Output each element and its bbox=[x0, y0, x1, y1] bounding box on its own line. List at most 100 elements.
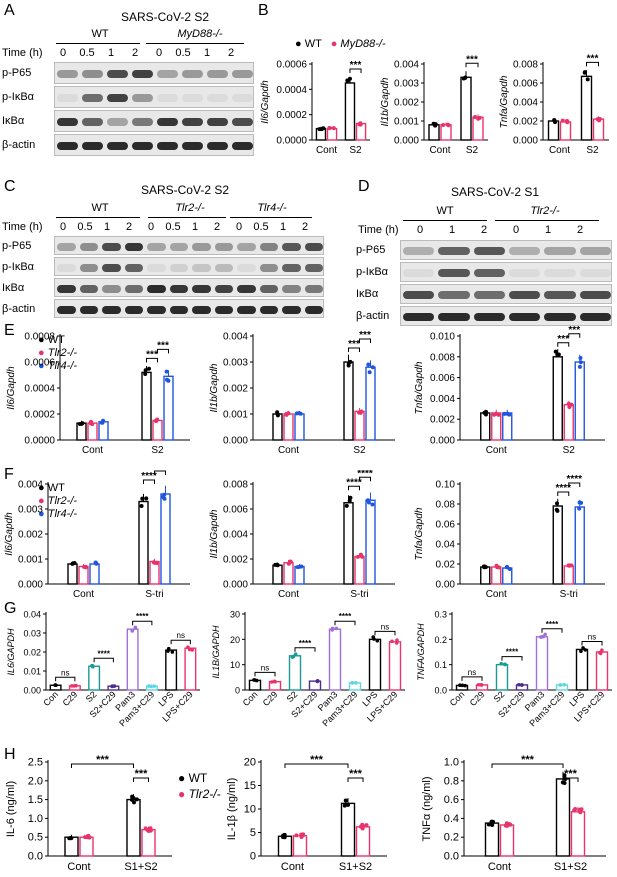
data-point bbox=[569, 563, 574, 568]
data-point bbox=[297, 564, 302, 569]
time-point-label: 0.5 bbox=[253, 221, 269, 233]
data-point bbox=[83, 565, 88, 570]
bar bbox=[574, 506, 585, 585]
blot-band bbox=[79, 263, 98, 272]
time-point-label: 0.5 bbox=[79, 47, 95, 59]
time-point-label: 0 bbox=[147, 221, 155, 233]
significance-label: *** bbox=[587, 53, 599, 64]
bar bbox=[343, 502, 354, 585]
group-line bbox=[56, 43, 140, 44]
data-point bbox=[344, 503, 349, 508]
blot-group-d-tlr2: Tlr2-/- bbox=[530, 205, 560, 217]
blot-band bbox=[237, 242, 256, 251]
legend-item-wt: WT bbox=[47, 482, 65, 494]
significance-bracket bbox=[374, 630, 396, 636]
data-point bbox=[164, 377, 169, 382]
data-point bbox=[504, 821, 509, 826]
y-tick-label: 0.06 bbox=[436, 520, 456, 531]
data-point bbox=[152, 684, 157, 688]
data-point bbox=[487, 822, 492, 827]
significance-label: *** bbox=[146, 349, 158, 360]
significance-bracket bbox=[568, 333, 581, 338]
blot-band bbox=[124, 284, 143, 293]
chart-e-il1b: 0.000 0.001 0.002 0.003 0.004 Il1b/Gapdh Cont S… bbox=[209, 330, 395, 456]
legend-h: ● WT ● Tlr2-/- bbox=[178, 770, 221, 802]
data-point bbox=[129, 797, 134, 802]
y-tick-label: 0.4 bbox=[444, 813, 459, 825]
blot-strip bbox=[400, 284, 612, 304]
x-tick-label: Cont bbox=[486, 445, 507, 456]
y-tick-label: 20 bbox=[230, 635, 240, 645]
blot-band bbox=[403, 247, 435, 255]
data-point bbox=[282, 832, 287, 837]
bar bbox=[294, 565, 305, 585]
x-tick-label: Cont bbox=[67, 861, 90, 873]
blot-band bbox=[237, 263, 256, 272]
y-tick-label: 0.002 bbox=[223, 555, 248, 566]
blot-band bbox=[259, 305, 278, 314]
data-point bbox=[554, 507, 559, 512]
data-point bbox=[346, 361, 351, 366]
blot-band bbox=[237, 284, 256, 293]
data-point bbox=[507, 412, 512, 417]
data-point bbox=[539, 635, 543, 639]
time-point-label: 1 bbox=[103, 221, 111, 233]
bar bbox=[460, 76, 472, 141]
y-tick-label: 0.0002 bbox=[24, 410, 55, 421]
blot-strip bbox=[54, 62, 254, 84]
blot-strip bbox=[54, 110, 254, 132]
y-tick-label: 0.0008 bbox=[24, 332, 55, 343]
panel-letter-b: B bbox=[258, 2, 269, 19]
data-point bbox=[562, 781, 567, 786]
blot-band bbox=[403, 313, 435, 321]
data-point bbox=[460, 683, 465, 688]
legend-item-myd88: MyD88-/- bbox=[340, 38, 386, 50]
significance-bracket bbox=[284, 763, 349, 768]
group-line bbox=[56, 217, 140, 218]
y-tick-label: 0.004 bbox=[430, 394, 455, 405]
significance-label: **** bbox=[141, 471, 157, 482]
blot-band bbox=[304, 305, 323, 314]
data-point bbox=[355, 554, 360, 559]
blot-band bbox=[282, 305, 301, 314]
data-point bbox=[331, 126, 336, 131]
data-point bbox=[577, 807, 582, 812]
bar bbox=[491, 412, 502, 441]
blot-band bbox=[79, 242, 98, 251]
data-point bbox=[483, 565, 488, 570]
x-tick-label: Cont bbox=[73, 589, 94, 600]
blot-group-a-myd88: MyD88-/- bbox=[177, 28, 223, 40]
bar bbox=[288, 655, 302, 691]
x-tick-label: S2 bbox=[151, 445, 164, 456]
data-point bbox=[579, 500, 584, 505]
time-point-label: 2 bbox=[213, 221, 221, 233]
blot-band bbox=[147, 242, 166, 251]
blot-band bbox=[207, 94, 228, 102]
bar bbox=[283, 562, 294, 585]
data-point bbox=[358, 552, 363, 557]
legend-item-tlr4: Tlr4-/- bbox=[47, 360, 78, 372]
blot-band bbox=[169, 284, 188, 293]
data-point bbox=[566, 401, 571, 406]
x-tick-label: S2 bbox=[353, 445, 366, 456]
chart-h-tnfa: 0.0 0.2 0.4 0.6 0.8 1.0 TNFα (ng/ml) Cont S1+S2 *… bbox=[421, 754, 606, 873]
blot-group-c-tlr4: Tlr4-/- bbox=[257, 202, 287, 214]
blot-band bbox=[82, 142, 103, 150]
significance-label: **** bbox=[357, 470, 373, 479]
blot-band bbox=[232, 118, 253, 126]
x-tick-label: C29 bbox=[261, 689, 280, 708]
data-point bbox=[146, 366, 151, 371]
y-axis-label: Il6/Gapdh bbox=[4, 512, 15, 556]
blot-strip bbox=[54, 134, 254, 156]
blot-band bbox=[107, 94, 128, 102]
blot-band bbox=[57, 305, 76, 314]
data-point bbox=[143, 372, 148, 377]
panel-letter-g: G bbox=[4, 600, 17, 617]
x-tick-label: S2 bbox=[563, 445, 576, 456]
blot-row-label: p-IκBα bbox=[356, 266, 389, 278]
blot-band bbox=[192, 242, 211, 251]
data-point bbox=[458, 683, 462, 688]
significance-label: **** bbox=[339, 612, 352, 621]
